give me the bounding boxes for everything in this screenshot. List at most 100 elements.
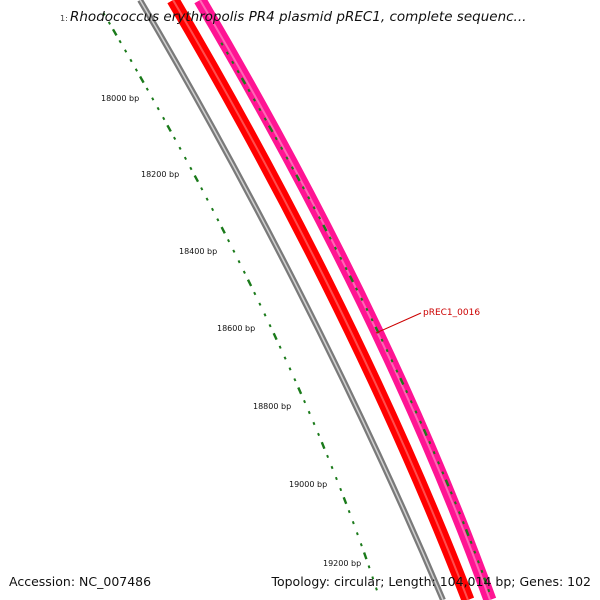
outer-tick-marks <box>220 42 491 593</box>
minor-tick-mark <box>253 291 257 296</box>
major-tick-mark <box>295 174 301 182</box>
minor-tick-mark <box>441 471 445 475</box>
tick-label-18600: 18600 bp <box>217 324 255 333</box>
minor-tick-mark <box>288 367 292 371</box>
minor-tick-mark <box>293 378 297 382</box>
backbone-track <box>137 0 446 600</box>
minor-tick-mark <box>200 187 204 191</box>
minor-tick-mark <box>301 186 305 190</box>
minor-tick-mark <box>355 532 359 536</box>
minor-tick-mark <box>162 116 166 121</box>
minor-tick-mark <box>480 569 484 574</box>
major-tick-mark <box>297 387 303 395</box>
tick-label-18200: 18200 bp <box>141 170 179 179</box>
minor-tick-mark <box>334 476 338 481</box>
minor-tick-mark <box>449 491 453 495</box>
minor-tick-mark <box>220 42 224 46</box>
minor-tick-mark <box>189 166 193 171</box>
minor-tick-mark <box>360 297 364 301</box>
minor-tick-mark <box>129 58 133 63</box>
minor-tick-mark <box>487 588 491 593</box>
minor-tick-mark <box>280 146 284 150</box>
minor-tick-mark <box>473 550 477 554</box>
minor-tick-mark <box>457 511 461 515</box>
major-tick-mark <box>464 528 470 537</box>
minor-tick-mark <box>437 461 441 465</box>
minor-tick-mark <box>385 348 389 353</box>
minor-tick-mark <box>380 338 384 342</box>
major-tick-mark <box>220 226 226 234</box>
accession-value: NC_007486 <box>79 574 152 589</box>
minor-tick-mark <box>428 440 432 445</box>
minor-tick-mark <box>178 146 182 150</box>
minor-tick-mark <box>283 356 287 360</box>
minor-tick-mark <box>290 166 295 170</box>
minor-tick-mark <box>355 287 359 291</box>
minor-tick-mark <box>461 521 465 525</box>
minor-tick-mark <box>476 560 480 564</box>
minor-tick-mark <box>390 359 394 363</box>
genes-value: 102 <box>567 574 591 589</box>
minor-tick-mark <box>307 196 311 200</box>
minor-tick-mark <box>205 197 209 201</box>
minor-tick-mark <box>334 246 338 250</box>
major-tick-mark <box>320 441 326 450</box>
major-tick-mark <box>193 175 200 183</box>
map-title: Rhodococcus erythropolis PR4 plasmid pRE… <box>70 9 527 25</box>
major-tick-mark <box>322 224 328 232</box>
minor-tick-mark <box>216 218 220 222</box>
tick-label-18800: 18800 bp <box>253 402 291 411</box>
minor-tick-mark <box>145 87 149 91</box>
minor-tick-mark <box>118 39 122 44</box>
minor-tick-mark <box>303 399 307 404</box>
minor-tick-mark <box>347 509 351 514</box>
minor-tick-mark <box>225 51 229 55</box>
minor-tick-mark <box>227 238 231 243</box>
minor-tick-mark <box>432 451 436 455</box>
minor-tick-mark <box>307 410 311 415</box>
minor-tick-mark <box>247 88 251 93</box>
minor-tick-mark <box>328 236 332 240</box>
minor-tick-mark <box>371 576 375 580</box>
minor-tick-mark <box>339 256 343 261</box>
minor-tick-mark <box>124 49 128 53</box>
minor-tick-mark <box>107 21 111 25</box>
gene-label-leader <box>375 312 422 334</box>
tick-label-18400: 18400 bp <box>179 247 217 256</box>
minor-tick-mark <box>183 156 187 161</box>
minor-tick-mark <box>173 136 177 141</box>
minor-tick-mark <box>268 323 272 328</box>
minor-tick-mark <box>359 543 363 547</box>
length-label: ; Length: <box>380 574 440 589</box>
minor-tick-mark <box>312 206 316 210</box>
minor-tick-mark <box>151 97 155 101</box>
major-tick-mark <box>483 577 488 585</box>
major-tick-mark <box>111 28 118 36</box>
minor-tick-mark <box>375 587 378 591</box>
minor-tick-mark <box>258 302 262 306</box>
cds-reverse-track <box>167 0 475 600</box>
minor-tick-mark <box>252 98 256 102</box>
gene-label[interactable]: pREC1_0016 <box>423 308 480 318</box>
minor-tick-mark <box>278 345 282 349</box>
minor-tick-mark <box>367 565 371 569</box>
minor-tick-mark <box>453 501 457 505</box>
minor-tick-mark <box>370 318 374 322</box>
inner-tick-marks <box>102 12 378 591</box>
length-value: 104,014 bp <box>439 574 512 589</box>
minor-tick-mark <box>419 420 423 424</box>
major-tick-mark <box>399 377 405 386</box>
major-tick-mark <box>240 77 247 85</box>
tick-label-19200: 19200 bp <box>323 559 361 568</box>
minor-tick-mark <box>274 136 278 141</box>
minor-tick-mark <box>317 432 321 437</box>
minor-tick-mark <box>232 249 236 253</box>
minor-tick-mark <box>351 520 355 525</box>
minor-tick-mark <box>263 313 267 317</box>
minor-tick-mark <box>102 12 106 16</box>
topology-label: Topology: <box>271 574 334 589</box>
minor-tick-mark <box>339 487 343 492</box>
tick-label-18000: 18000 bp <box>101 94 139 103</box>
minor-tick-mark <box>285 156 289 160</box>
